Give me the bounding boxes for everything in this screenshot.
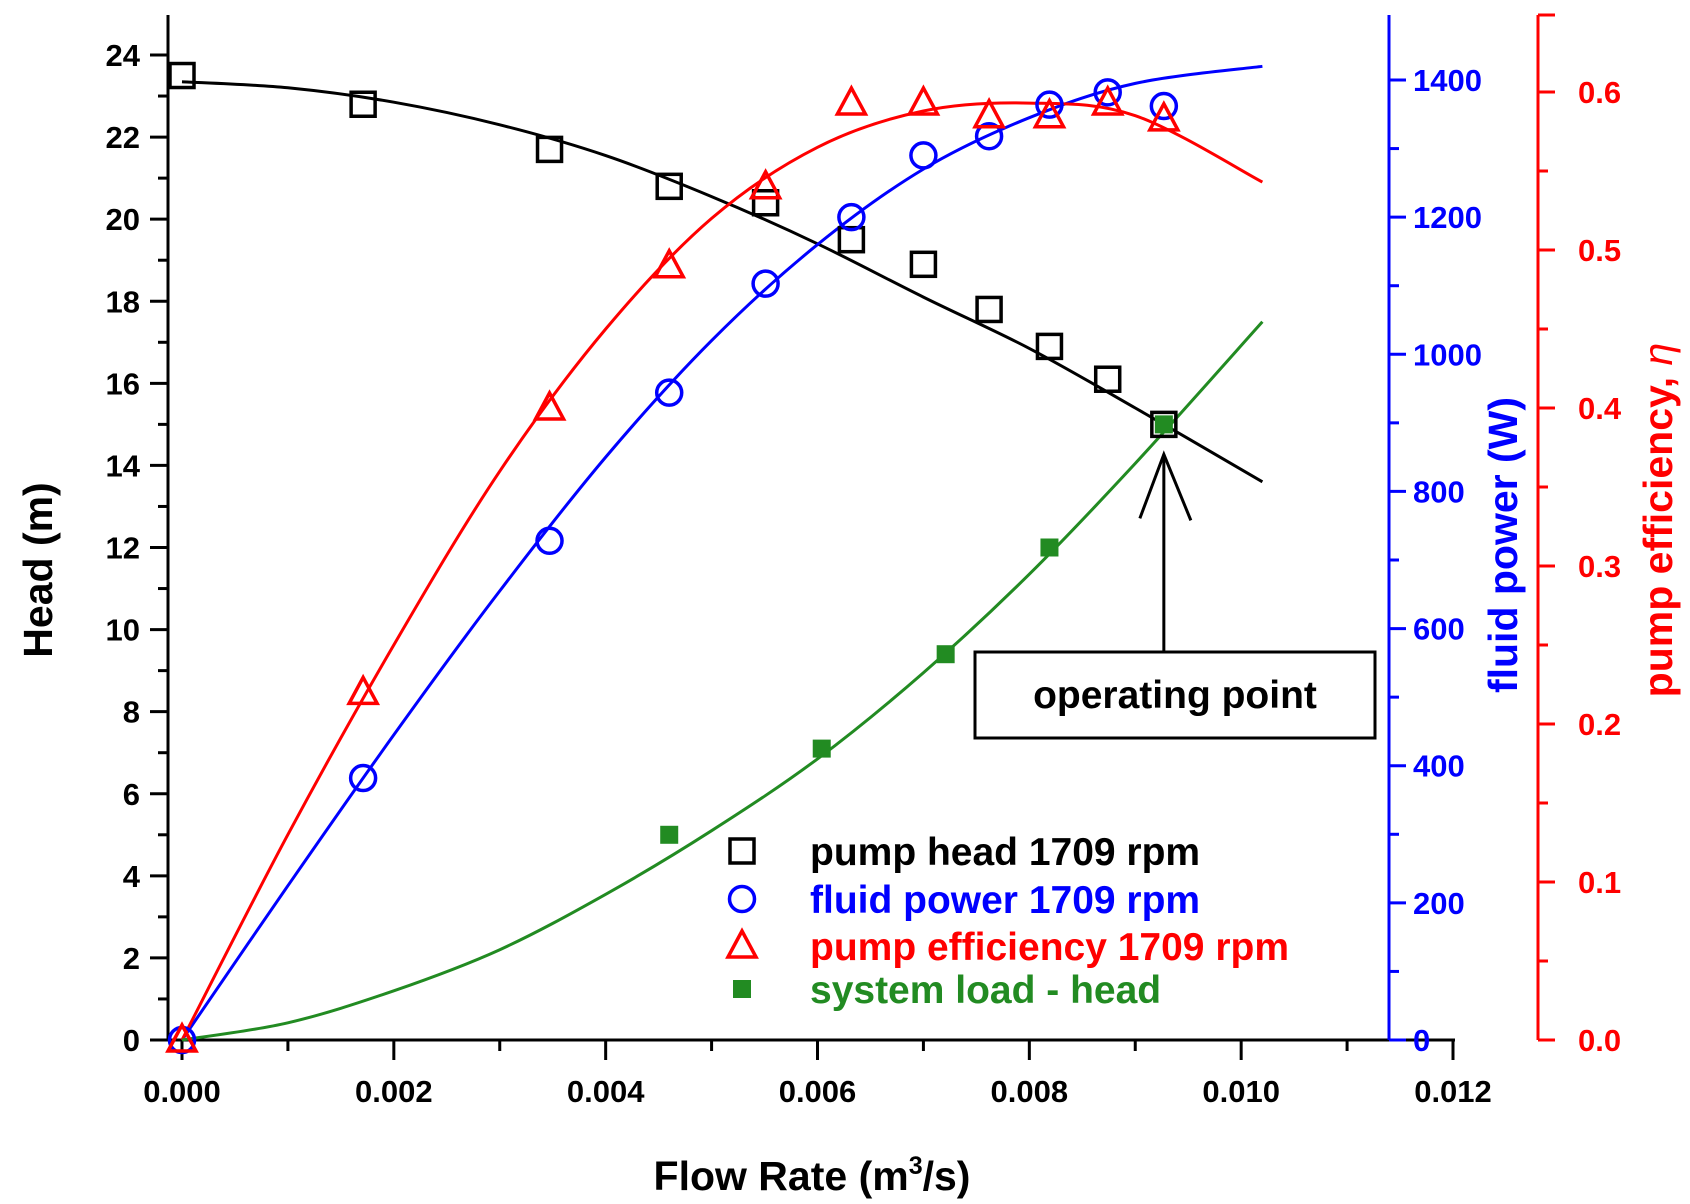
data-point-head-0 <box>837 225 866 254</box>
power-tick-label: 1000 <box>1413 337 1482 372</box>
data-point-head-0 <box>1150 410 1178 439</box>
data-point-eta-2 <box>906 84 941 116</box>
x-tick-label: 0.006 <box>779 1074 857 1109</box>
head-tick-label: 4 <box>123 859 141 894</box>
efficiency-tick-label: 0.3 <box>1578 549 1621 584</box>
data-markers <box>165 61 1181 1055</box>
efficiency-tick-label: 0.5 <box>1578 233 1621 268</box>
fit-line-head-0 <box>181 80 1264 484</box>
data-point-eta-2 <box>652 247 687 279</box>
annotation-arrow-head <box>1138 450 1193 521</box>
data-point-eta-2 <box>1032 97 1067 129</box>
legend-label: system load - head <box>810 969 1161 1012</box>
efficiency-tick-label: 0.0 <box>1578 1023 1621 1058</box>
data-point-head-3 <box>1154 415 1173 434</box>
legend-marker <box>733 980 751 998</box>
annotation-box <box>973 650 1377 740</box>
data-point-eta-2 <box>1090 84 1125 116</box>
head-tick-label: 10 <box>106 613 140 648</box>
head-tick-label: 20 <box>106 202 140 237</box>
power-tick-label: 0 <box>1413 1023 1430 1058</box>
data-point-head-0 <box>909 250 938 279</box>
data-point-head-0 <box>1093 365 1122 393</box>
x-axis-title: Flow Rate (m3/s) <box>654 1152 971 1199</box>
data-point-head-0 <box>349 90 377 118</box>
data-point-power-1 <box>974 121 1004 151</box>
legend-marker <box>727 884 757 914</box>
x-tick-label: 0.012 <box>1414 1074 1492 1109</box>
head-tick-label: 18 <box>106 284 140 319</box>
power-axis-title: fluid power (W) <box>1480 397 1526 693</box>
power-tick-label: 1200 <box>1413 200 1482 235</box>
data-point-eta-2 <box>972 97 1007 129</box>
efficiency-tick-label: 0.6 <box>1578 75 1621 110</box>
legend-label: pump efficiency 1709 rpm <box>810 926 1289 969</box>
annotation-text: operating point <box>1033 674 1317 717</box>
data-point-head-3 <box>1040 538 1059 557</box>
annotation: operating point <box>973 450 1377 740</box>
data-point-power-1 <box>1149 91 1179 121</box>
head-axis-title: Head (m) <box>15 482 61 657</box>
legend-marker <box>725 927 759 959</box>
head-tick-label: 6 <box>123 777 140 812</box>
head-tick-label: 2 <box>123 941 140 976</box>
data-point-head-0 <box>1035 332 1064 361</box>
data-point-eta-2 <box>532 389 567 421</box>
power-tick-label: 800 <box>1413 474 1465 509</box>
x-tick-label: 0.000 <box>143 1074 221 1109</box>
x-tick-label: 0.010 <box>1202 1074 1280 1109</box>
data-point-head-0 <box>535 135 564 164</box>
data-point-power-1 <box>751 269 780 298</box>
data-point-power-1 <box>909 141 938 170</box>
head-tick-label: 16 <box>106 366 140 401</box>
legend-marker <box>728 837 756 865</box>
data-point-head-3 <box>812 739 831 758</box>
data-point-power-1 <box>837 202 866 232</box>
x-tick-label: 0.008 <box>991 1074 1069 1109</box>
data-point-power-1 <box>654 378 684 407</box>
data-point-eta-2 <box>1146 100 1181 132</box>
data-point-head-0 <box>168 61 196 90</box>
head-tick-label: 8 <box>123 695 140 730</box>
data-point-eta-2 <box>834 84 869 116</box>
efficiency-tick-label: 0.1 <box>1578 865 1621 900</box>
data-point-eta-2 <box>165 1021 199 1053</box>
legend: pump head 1709 rpm fluid power 1709 rpmpu… <box>725 831 1289 1012</box>
x-tick-label: 0.004 <box>567 1074 645 1109</box>
power-tick-label: 1400 <box>1413 63 1482 98</box>
legend-label: fluid power 1709 rpm <box>810 879 1200 922</box>
head-tick-label: 24 <box>106 38 141 73</box>
efficiency-axis-title: pump efficiency, η <box>1635 343 1681 698</box>
data-point-eta-2 <box>346 673 381 706</box>
efficiency-tick-label: 0.4 <box>1578 391 1622 426</box>
x-tick-label: 0.002 <box>355 1074 433 1109</box>
data-point-head-3 <box>936 645 955 664</box>
axes: 0.000 0.002 0.004 0.006 0.008 0.010 0.012Flow … <box>15 13 1681 1199</box>
fit-line-head-3 <box>181 320 1264 1042</box>
efficiency-tick-label: 0.2 <box>1578 707 1621 742</box>
power-tick-label: 200 <box>1413 886 1465 921</box>
data-point-head-0 <box>975 295 1003 324</box>
head-tick-label: 0 <box>123 1023 140 1058</box>
head-tick-label: 22 <box>106 120 140 155</box>
data-point-power-1 <box>535 526 564 556</box>
head-tick-label: 14 <box>106 448 141 483</box>
data-point-power-1 <box>1093 78 1122 107</box>
data-point-power-1 <box>1035 90 1064 119</box>
data-point-power-1 <box>348 763 378 793</box>
legend-label: pump head 1709 rpm <box>810 831 1200 874</box>
data-point-eta-2 <box>748 168 783 200</box>
power-tick-label: 600 <box>1413 612 1465 647</box>
data-point-head-3 <box>660 825 679 844</box>
power-tick-label: 400 <box>1413 749 1465 784</box>
data-point-head-0 <box>655 172 683 201</box>
head-tick-label: 12 <box>106 531 140 566</box>
data-point-head-0 <box>751 189 780 217</box>
